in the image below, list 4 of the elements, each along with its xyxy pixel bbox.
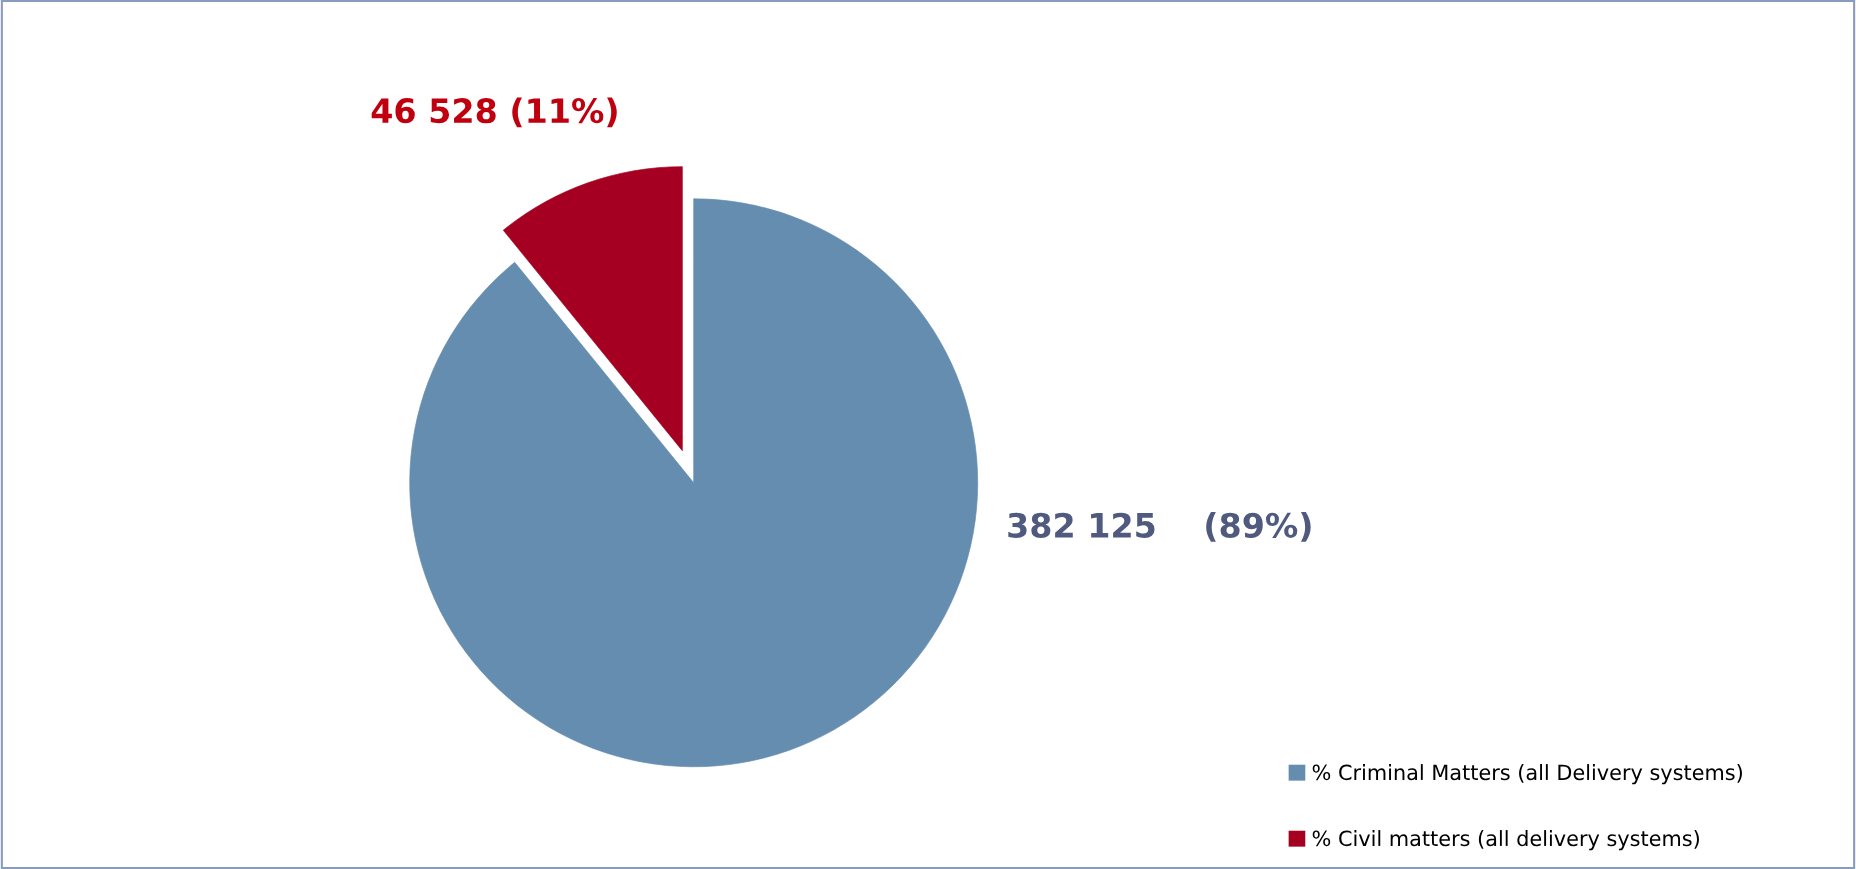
legend-label: % Criminal Matters (all Delivery systems) [1312, 764, 1742, 785]
data-label: 382 125 (89%) [1008, 512, 1311, 542]
data-label: 46 528 (11%) [371, 97, 617, 128]
legend-label: % Civil matters (all delivery systems) [1312, 830, 1699, 851]
